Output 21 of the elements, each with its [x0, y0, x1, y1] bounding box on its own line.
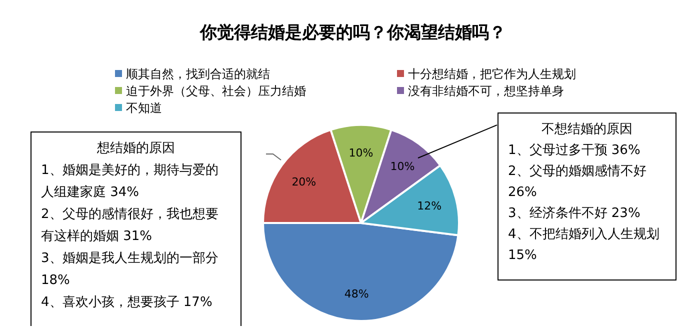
- legend-label: 顺其自然，找到合适的就结: [126, 67, 270, 82]
- text: 4、不把结婚列入人生规划 15%: [508, 227, 660, 263]
- text: 不想结婚的原因: [542, 122, 632, 137]
- data-label: 20%: [292, 175, 316, 188]
- text: 想结婚的原因: [96, 141, 175, 156]
- text: 4、喜欢小孩，想要孩子 17%: [41, 295, 212, 310]
- text: 2、父母的婚姻感情不好 26%: [508, 164, 646, 200]
- text: 2、父母的感情很好，我也想要有这样的婚姻 31%: [41, 207, 218, 244]
- data-label: 12%: [417, 199, 442, 212]
- data-label: 10%: [390, 160, 415, 173]
- legend-label: 十分想结婚，把它作为人生规划: [408, 67, 576, 82]
- chart-title: 你觉得结婚是必要的吗？你渴望结婚吗？: [199, 23, 506, 43]
- text: 3、经济条件不好 23%: [508, 206, 640, 221]
- legend-label: 没有非结婚不可，想坚持单身: [408, 84, 564, 98]
- text: 1、父母过多干预 36%: [508, 143, 640, 158]
- data-label: 10%: [348, 146, 374, 160]
- data-label: 48%: [344, 287, 369, 300]
- text: 1、婚姻是美好的，期待与爱的人组建家庭 34%: [41, 162, 218, 200]
- text: 3、婚姻是我人生规划的一部分 18%: [41, 251, 218, 288]
- legend-label: 不知道: [126, 101, 162, 116]
- legend-label: 迫于外界（父母、社会）压力结婚: [126, 84, 306, 98]
